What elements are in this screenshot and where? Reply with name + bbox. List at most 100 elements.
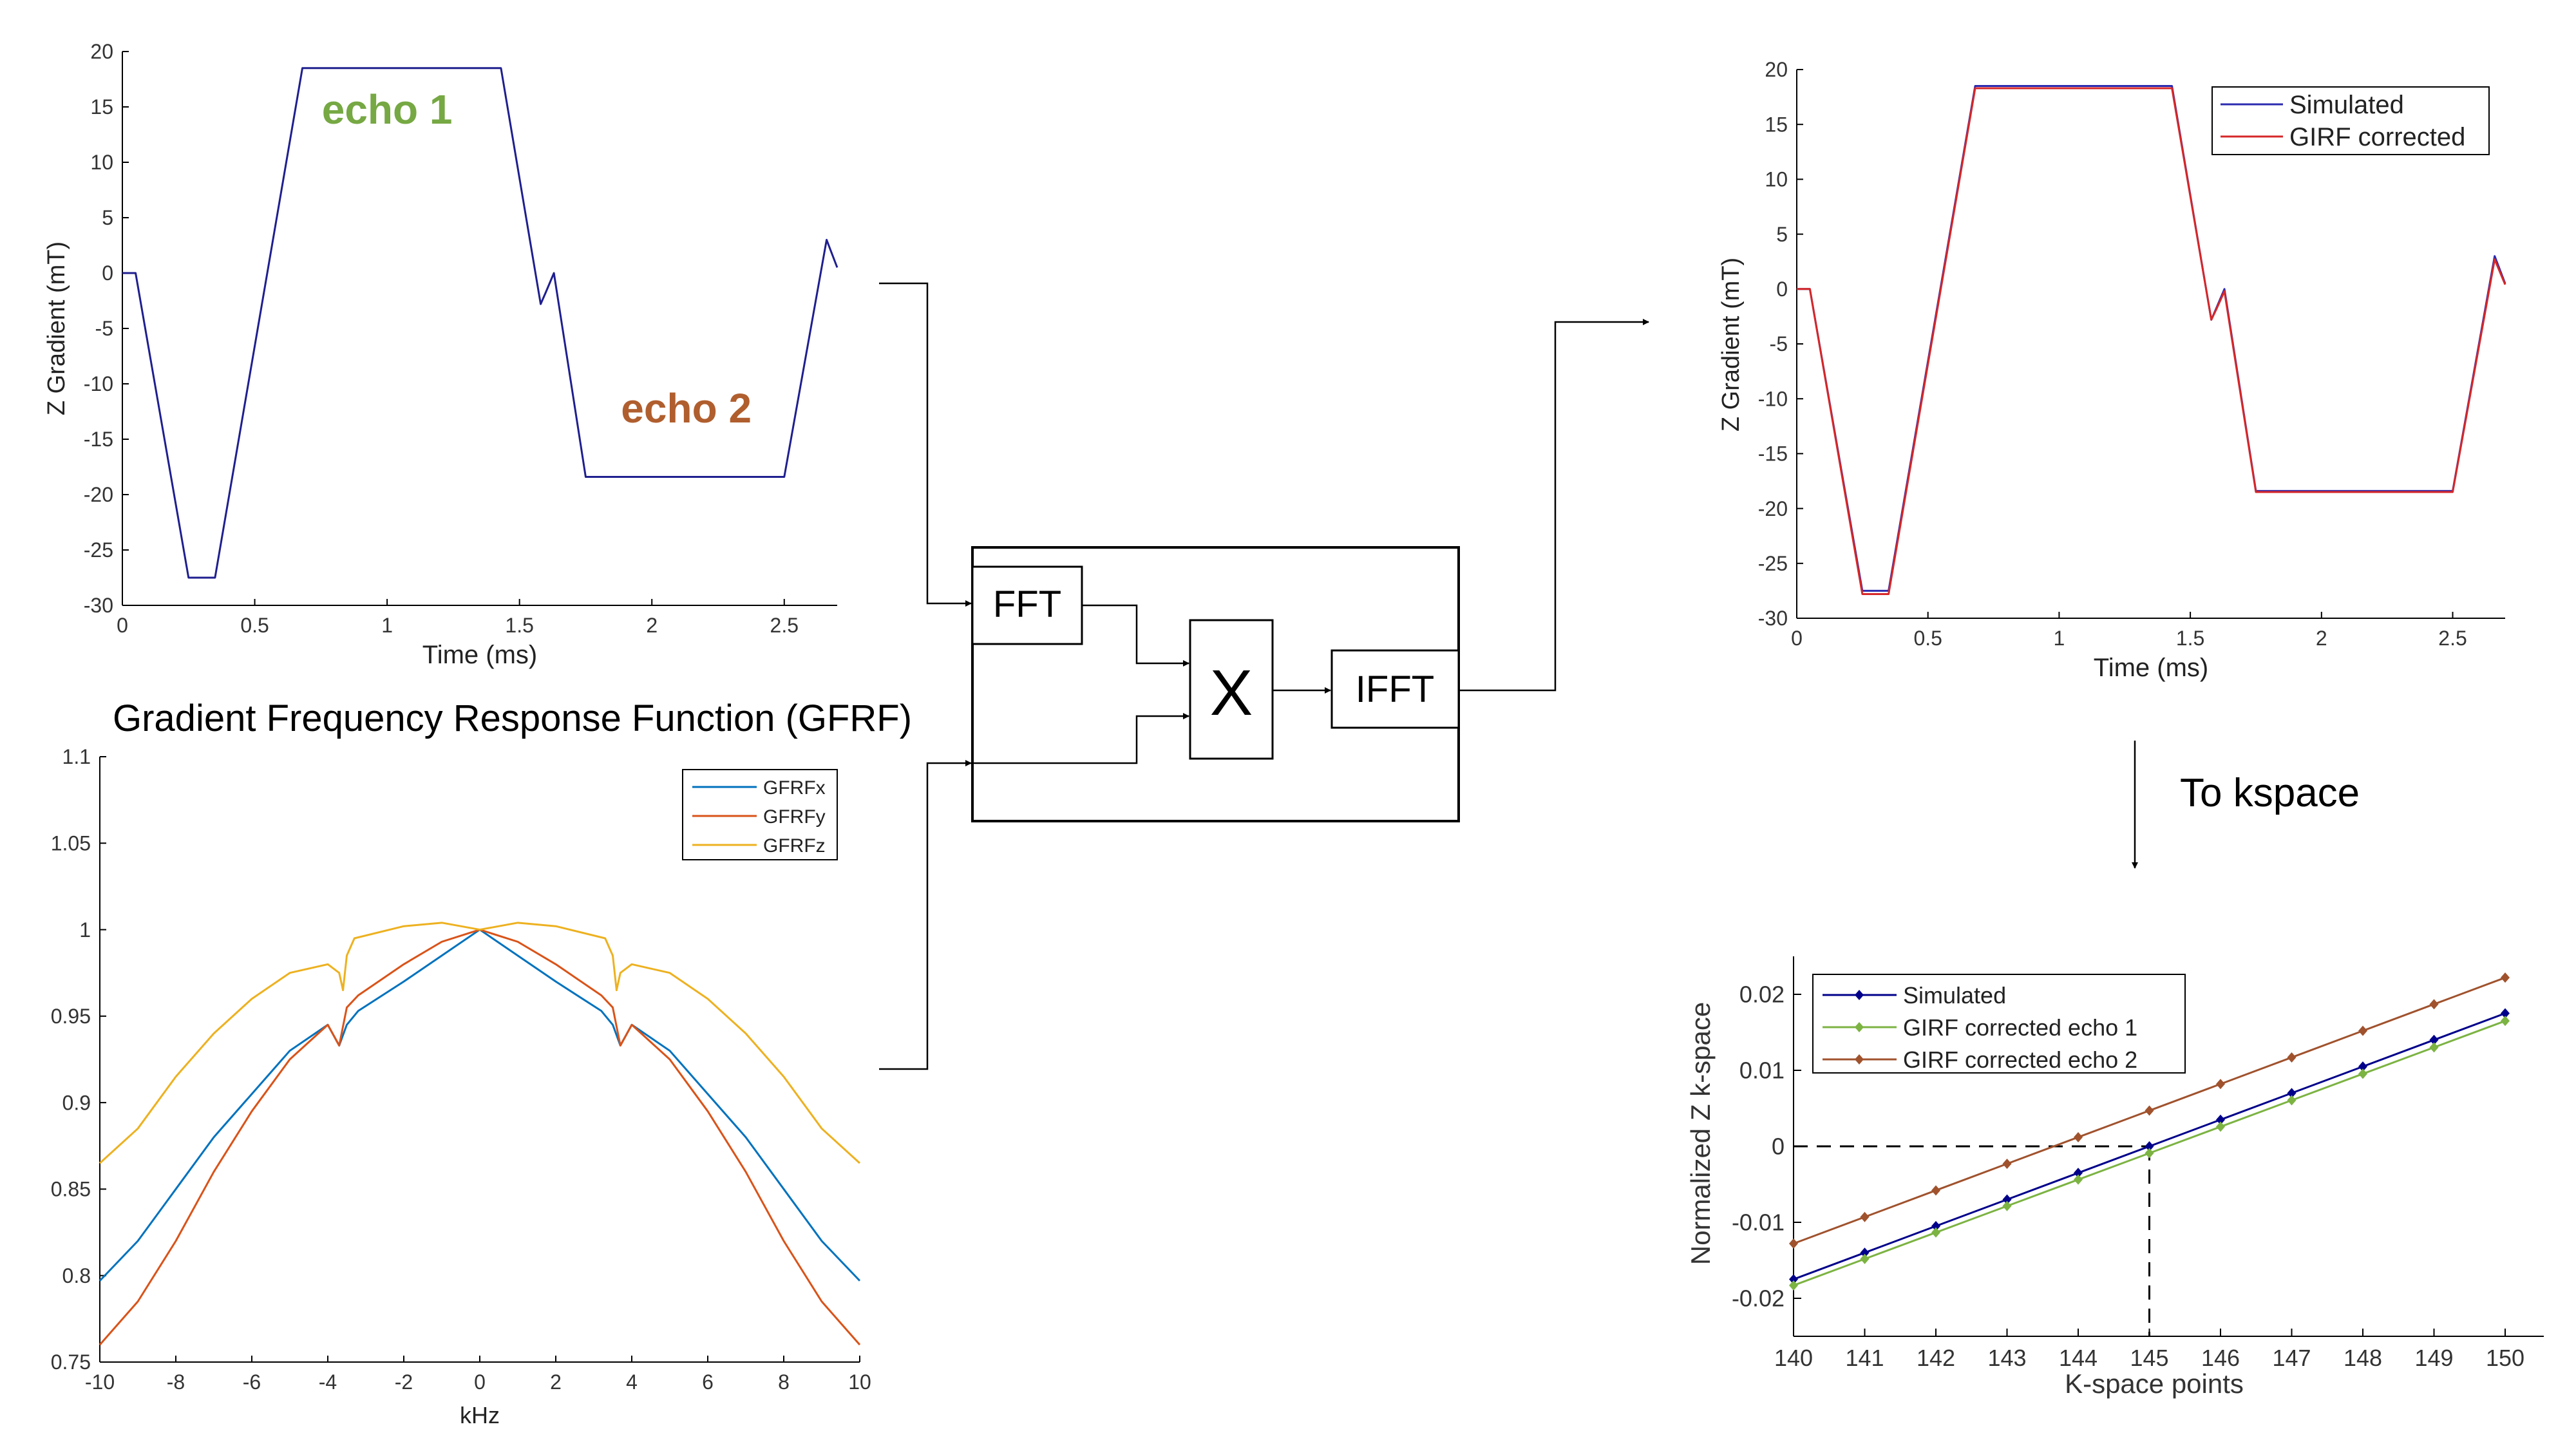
y-tick-label: 5 bbox=[1776, 223, 1788, 246]
x-tick-label: 2 bbox=[646, 614, 658, 637]
series-marker bbox=[2216, 1079, 2225, 1090]
series-marker bbox=[2287, 1052, 2297, 1063]
y-tick-label: 20 bbox=[1765, 58, 1788, 81]
y-tick-label: 20 bbox=[90, 40, 113, 63]
series-marker bbox=[2501, 972, 2510, 983]
output-y-axis-label: Z Gradient (mT) bbox=[1718, 258, 1745, 431]
y-tick-label: 5 bbox=[102, 206, 113, 229]
input-x-ticks: 0 0.5 1 1.5 2 2.5 bbox=[117, 599, 799, 637]
y-tick-label: 1.1 bbox=[62, 745, 91, 768]
output-x-ticks: 0 0.5 1 1.5 2 2.5 bbox=[1791, 612, 2467, 650]
input-series bbox=[122, 67, 838, 579]
output-series bbox=[1797, 85, 2506, 596]
kspace-legend: Simulated GIRF corrected echo 1 GIRF corre… bbox=[1812, 974, 2186, 1074]
to-kspace-label: To kspace bbox=[2180, 771, 2360, 815]
gfrf-chart: Gradient Frequency Response Function (GF… bbox=[51, 697, 912, 1428]
x-tick-label: 150 bbox=[2486, 1345, 2524, 1371]
y-tick-label: 10 bbox=[1765, 168, 1788, 191]
output-legend: Simulated GIRF corrected bbox=[2211, 86, 2490, 155]
x-tick-label: 144 bbox=[2059, 1345, 2098, 1371]
input-plot-frame bbox=[122, 52, 837, 606]
x-tick-label: 6 bbox=[702, 1370, 714, 1394]
series-line bbox=[99, 922, 861, 1164]
output-y-ticks: -30 -25 -20 -15 -10 -5 0 5 10 15 20 bbox=[1758, 58, 1803, 630]
legend-label: GFRFz bbox=[763, 835, 826, 857]
x-tick-label: -6 bbox=[243, 1370, 261, 1394]
legend-label: GIRF corrected echo 1 bbox=[1903, 1014, 2137, 1041]
y-tick-label: -30 bbox=[84, 594, 113, 617]
input-gradient-chart: -30 -25 -20 -15 -10 -5 0 5 10 15 20 0 0.5 1 1.5 2 2.5 e… bbox=[43, 40, 838, 669]
series-marker bbox=[1860, 1247, 1870, 1258]
series-marker bbox=[2002, 1159, 2012, 1170]
output-x-axis-label: Time (ms) bbox=[2094, 654, 2208, 682]
y-tick-label: 1 bbox=[79, 918, 91, 942]
gfrf-series bbox=[99, 922, 861, 1346]
y-tick-label: -20 bbox=[1758, 497, 1788, 520]
series-marker bbox=[2145, 1148, 2154, 1159]
x-tick-label: 4 bbox=[626, 1370, 638, 1394]
legend-label: GFRFx bbox=[763, 777, 826, 799]
series-marker bbox=[2145, 1105, 2154, 1116]
kspace-x-axis-label: K-space points bbox=[2065, 1368, 2244, 1399]
fft-label: FFT bbox=[993, 583, 1061, 625]
y-tick-label: -30 bbox=[1758, 607, 1788, 630]
x-tick-label: 0 bbox=[117, 614, 128, 637]
x-tick-label: 1.5 bbox=[505, 614, 533, 637]
fft-to-multiply-connector bbox=[1082, 604, 1189, 667]
kspace-y-ticks: -0.02 -0.01 0 0.01 0.02 bbox=[1732, 981, 1801, 1312]
series-marker bbox=[1931, 1220, 1940, 1231]
ifft-block bbox=[1331, 649, 1460, 729]
kspace-x-ticks: 140 141 142 143 144 145 146 147 148 149 150 bbox=[1774, 1329, 2524, 1371]
fft-block bbox=[971, 565, 1083, 645]
x-tick-label: 1.5 bbox=[2176, 627, 2204, 650]
x-tick-label: 149 bbox=[2414, 1345, 2453, 1371]
y-tick-label: 0.9 bbox=[62, 1091, 91, 1114]
series-marker bbox=[2074, 1174, 2083, 1185]
series-marker bbox=[2145, 1141, 2154, 1151]
x-tick-label: 0 bbox=[474, 1370, 486, 1394]
y-tick-label: 1.05 bbox=[51, 831, 91, 855]
gfrf-x-ticks: -10 -8 -6 -4 -2 0 2 4 6 8 10 bbox=[85, 1356, 871, 1394]
series-line bbox=[122, 67, 838, 579]
y-tick-label: -5 bbox=[95, 317, 113, 340]
series-marker bbox=[2002, 1200, 2012, 1211]
x-tick-label: 142 bbox=[1917, 1345, 1955, 1371]
series-marker bbox=[1789, 1274, 1798, 1285]
ifft-label: IFFT bbox=[1356, 668, 1434, 710]
series-marker bbox=[1789, 1280, 1798, 1291]
input-y-ticks: -30 -25 -20 -15 -10 -5 0 5 10 15 20 bbox=[84, 40, 129, 617]
x-tick-label: -4 bbox=[319, 1370, 337, 1394]
y-tick-label: -25 bbox=[84, 538, 113, 562]
x-tick-label: 141 bbox=[1845, 1345, 1884, 1371]
series-line bbox=[99, 929, 861, 1282]
series-marker bbox=[2002, 1194, 2012, 1205]
x-tick-label: -2 bbox=[395, 1370, 413, 1394]
legend-marker bbox=[1855, 1022, 1864, 1032]
y-tick-label: 0 bbox=[102, 261, 113, 285]
x-tick-label: 148 bbox=[2344, 1345, 2382, 1371]
gfrf-inner-to-multiply-connector bbox=[974, 713, 1189, 764]
series-marker bbox=[2501, 1008, 2510, 1019]
y-tick-label: -0.01 bbox=[1732, 1209, 1785, 1236]
gfrf-title: Gradient Frequency Response Function (GF… bbox=[113, 697, 912, 739]
series-marker bbox=[2216, 1114, 2225, 1125]
legend-label: GFRFy bbox=[763, 806, 826, 828]
series-marker bbox=[1789, 1238, 1798, 1249]
y-tick-label: -0.02 bbox=[1732, 1285, 1785, 1312]
y-tick-label: -25 bbox=[1758, 552, 1788, 575]
input-y-axis-label: Z Gradient (mT) bbox=[43, 242, 70, 415]
series-marker bbox=[2287, 1095, 2297, 1106]
ifft-to-output-connector bbox=[1459, 319, 1649, 692]
legend-label: Simulated bbox=[1903, 982, 2006, 1009]
series-marker bbox=[1860, 1211, 1870, 1222]
y-tick-label: 0.02 bbox=[1739, 981, 1785, 1008]
gfrf-legend: GFRFx GFRFy GFRFz bbox=[682, 769, 838, 860]
kspace-series bbox=[1789, 972, 2510, 1291]
kspace-y-axis-label: Normalized Z k-space bbox=[1685, 1002, 1716, 1265]
multiply-block bbox=[1189, 619, 1274, 760]
y-tick-label: 0.01 bbox=[1739, 1057, 1785, 1084]
y-tick-label: 15 bbox=[1765, 113, 1788, 136]
x-tick-label: 147 bbox=[2272, 1345, 2311, 1371]
